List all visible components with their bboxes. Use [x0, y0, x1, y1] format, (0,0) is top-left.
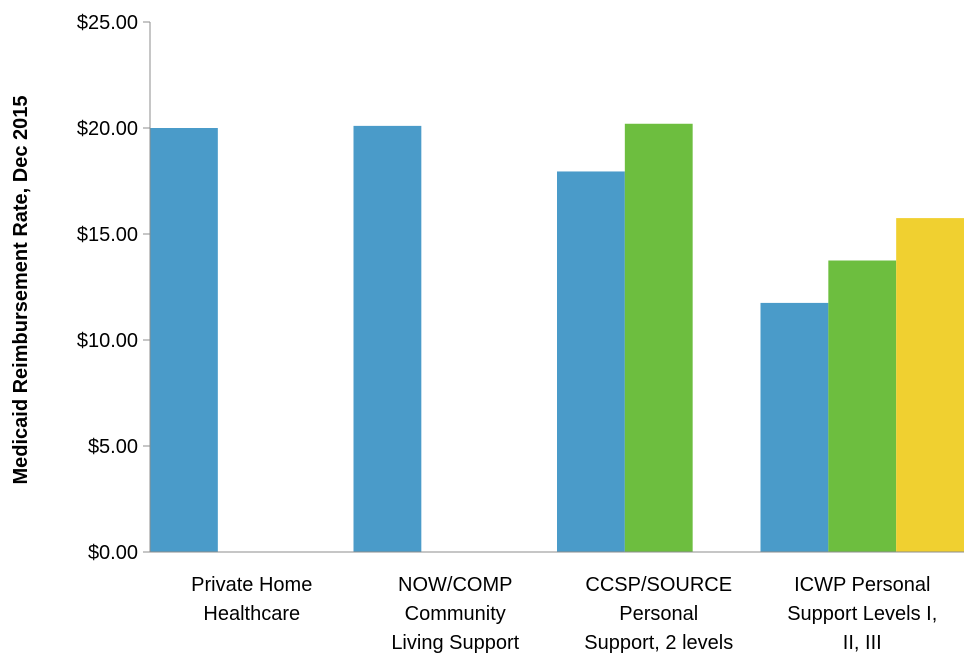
y-tick-label: $15.00: [77, 224, 138, 246]
category-label-line: II, III: [843, 632, 882, 654]
bars: [150, 123, 964, 552]
category-label-line: Living Support: [391, 632, 519, 654]
y-tick-label: $25.00: [77, 12, 138, 34]
category-label-line: Personal: [619, 603, 698, 625]
category-label: CCSP/SOURCE Personal Support, 2 levels: [584, 574, 733, 654]
y-tick-label: $20.00: [77, 118, 138, 140]
bar-3-cat-4: [896, 218, 964, 552]
category-labels: Private Home Healthcare NOW/COMP Community L…: [191, 574, 937, 654]
y-tick-label: $5.00: [88, 436, 138, 458]
category-label-line: Community: [405, 603, 506, 625]
bar-1-cat-1: [150, 128, 218, 552]
bar-1-cat-3: [557, 171, 625, 552]
category-label-line: CCSP/SOURCE: [585, 574, 732, 596]
category-label-line: Private Home: [191, 574, 312, 596]
category-label: Private Home Healthcare: [191, 574, 312, 625]
bar-2-cat-4: [828, 260, 897, 552]
bar-2-cat-3: [624, 123, 693, 552]
y-tick-label: $0.00: [88, 542, 138, 564]
y-tick-label: $10.00: [77, 330, 138, 352]
y-axis-ticks: $0.00 $5.00 $10.00 $15.00 $20.00 $25.00: [77, 12, 150, 564]
category-label-line: Healthcare: [203, 603, 300, 625]
y-axis-title: Medicaid Reimbursement Rate, Dec 2015: [10, 95, 32, 484]
category-label-line: NOW/COMP: [398, 574, 512, 596]
category-label-line: Support Levels I,: [787, 603, 937, 625]
category-label-line: Support, 2 levels: [584, 632, 733, 654]
category-label: NOW/COMP Community Living Support: [391, 574, 519, 654]
category-label: ICWP Personal Support Levels I, II, III: [787, 574, 937, 654]
bar-1-cat-2: [353, 125, 422, 552]
category-label-line: ICWP Personal: [794, 574, 930, 596]
bar-1-cat-4: [760, 302, 829, 552]
